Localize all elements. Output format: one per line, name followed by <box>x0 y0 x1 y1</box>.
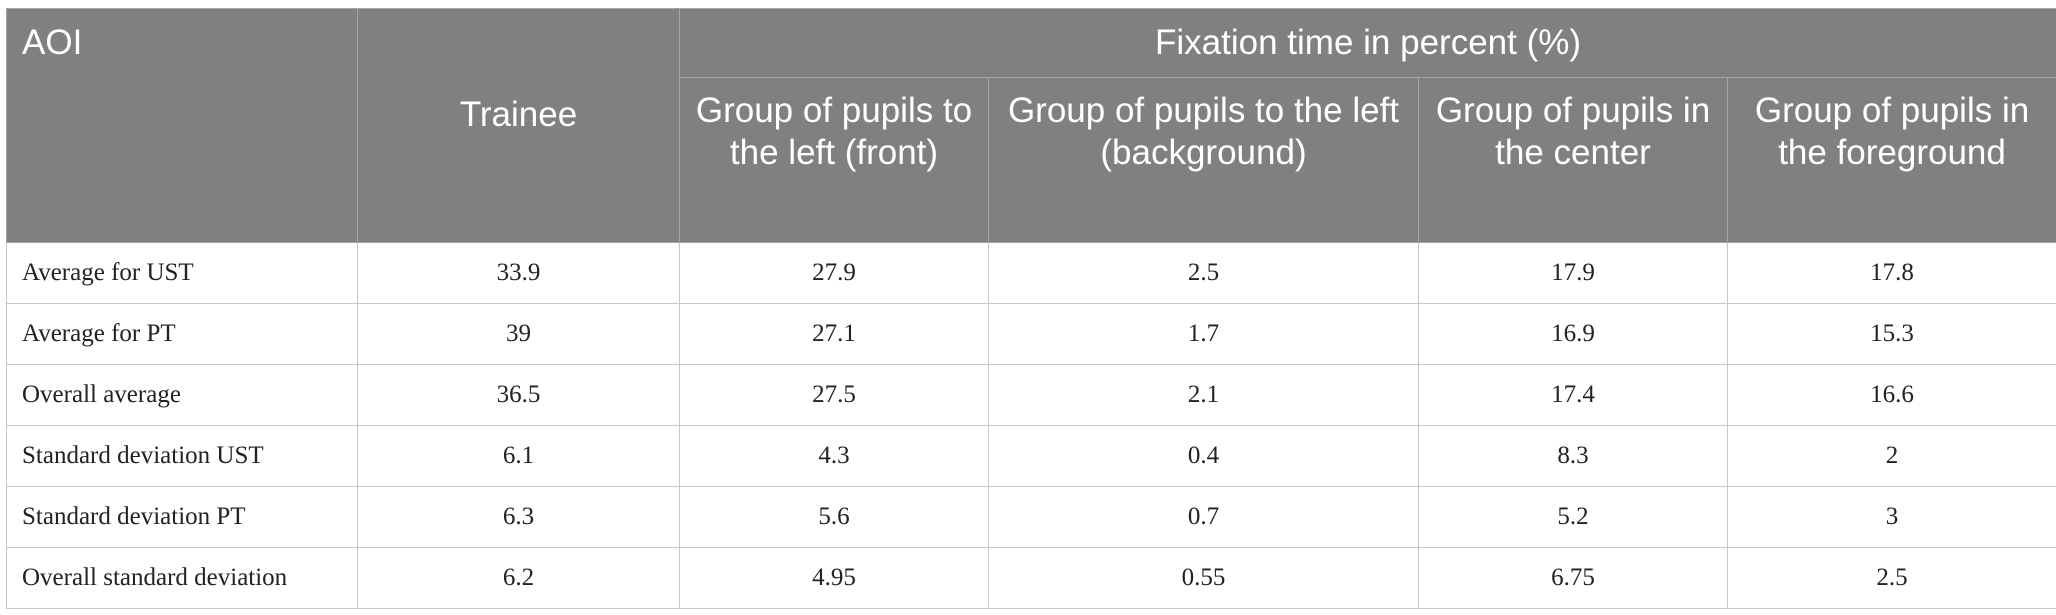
table-cell: 27.1 <box>679 303 989 365</box>
table-cell: 2.1 <box>988 364 1419 426</box>
table-cell: 17.4 <box>1418 364 1728 426</box>
table-cell: 27.5 <box>679 364 989 426</box>
table-row: Standard deviation UST 6.1 4.3 0.4 8.3 2 <box>6 425 2056 487</box>
table-body: Average for UST 33.9 27.9 2.5 17.9 17.8 Averag… <box>6 242 2056 609</box>
row-label: Overall standard deviation <box>6 547 358 609</box>
header-row-columns: Group of pupils to the left (front) Grou… <box>7 77 2056 243</box>
table-cell: 8.3 <box>1418 425 1728 487</box>
column-header-foreground: Group of pupils in the foreground <box>1726 77 2056 243</box>
column-header-background: Group of pupils to the left (background) <box>988 77 1419 243</box>
aoi-column-header: AOI <box>6 8 358 243</box>
table-cell: 16.9 <box>1418 303 1728 365</box>
row-label: Average for PT <box>6 303 358 365</box>
table-row: Standard deviation PT 6.3 5.6 0.7 5.2 3 <box>6 486 2056 548</box>
table-cell: 16.6 <box>1726 364 2056 426</box>
table-cell: 2.5 <box>1726 547 2056 609</box>
column-header-trainee: Trainee <box>357 8 680 243</box>
table-cell: 27.9 <box>679 242 989 304</box>
column-header-center: Group of pupils in the center <box>1418 77 1728 243</box>
table-cell: 4.3 <box>679 425 989 487</box>
table-cell: 5.2 <box>1418 486 1728 548</box>
table-cell: 3 <box>1726 486 2056 548</box>
table-cell: 6.1 <box>357 425 680 487</box>
table-row: Average for PT 39 27.1 1.7 16.9 15.3 <box>6 303 2056 365</box>
table-cell: 6.2 <box>357 547 680 609</box>
table-header: AOI Trainee Fixation time in percent (%)… <box>6 8 2056 243</box>
table-cell: 5.6 <box>679 486 989 548</box>
table-cell: 0.7 <box>988 486 1419 548</box>
table-cell: 39 <box>357 303 680 365</box>
table-cell: 15.3 <box>1726 303 2056 365</box>
table-cell: 0.55 <box>988 547 1419 609</box>
table-cell: 2.5 <box>988 242 1419 304</box>
table-cell: 2 <box>1726 425 2056 487</box>
table-cell: 6.75 <box>1418 547 1728 609</box>
row-label: Standard deviation PT <box>6 486 358 548</box>
table-cell: 1.7 <box>988 303 1419 365</box>
table-row: Overall average 36.5 27.5 2.1 17.4 16.6 <box>6 364 2056 426</box>
table-cell: 17.9 <box>1418 242 1728 304</box>
table-cell: 33.9 <box>357 242 680 304</box>
row-label: Average for UST <box>6 242 358 304</box>
table-cell: 36.5 <box>357 364 680 426</box>
table-cell: 4.95 <box>679 547 989 609</box>
table-cell: 0.4 <box>988 425 1419 487</box>
table-cell: 17.8 <box>1726 242 2056 304</box>
fixation-time-table: AOI Trainee Fixation time in percent (%)… <box>6 8 2056 609</box>
header-row-group: AOI Trainee Fixation time in percent (%) <box>6 8 2056 243</box>
row-label: Standard deviation UST <box>6 425 358 487</box>
table-row: Overall standard deviation 6.2 4.95 0.55 6.7… <box>6 547 2056 609</box>
fixation-time-group-header: Fixation time in percent (%) <box>678 8 2056 78</box>
table-row: Average for UST 33.9 27.9 2.5 17.9 17.8 <box>6 242 2056 304</box>
table-cell: 6.3 <box>357 486 680 548</box>
column-header-front: Group of pupils to the left (front) <box>679 77 989 243</box>
row-label: Overall average <box>6 364 358 426</box>
